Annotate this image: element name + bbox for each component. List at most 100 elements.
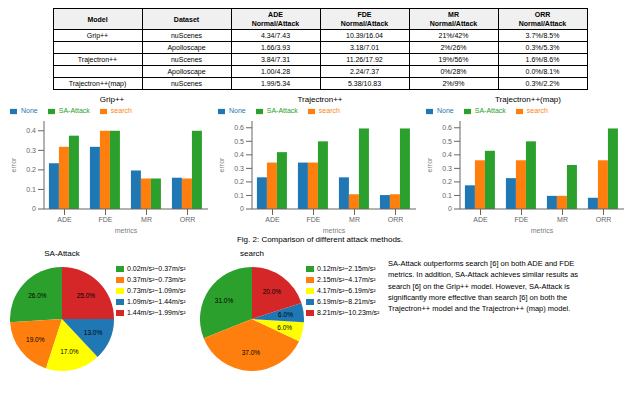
html-text:Apolloscape: Apolloscape: [167, 68, 206, 75]
svg-text:error: error: [426, 157, 433, 172]
html-text:None: None: [229, 107, 246, 114]
html-text:0.3%/2.2%: 0.3%/2.2%: [525, 80, 560, 87]
svg-text:31.0%: 31.0%: [215, 297, 234, 304]
html-text:19%/56%: 19%/56%: [438, 56, 469, 63]
html-text:Trajectron++(map): Trajectron++(map): [68, 80, 127, 87]
html-text:None: None: [437, 107, 454, 114]
svg-text:0.2: 0.2: [234, 178, 244, 185]
svg-text:25.0%: 25.0%: [77, 292, 96, 299]
svg-text:MR: MR: [557, 216, 568, 223]
html-text:4.34/7.43: 4.34/7.43: [260, 32, 291, 39]
html-text:nuScenes: nuScenes: [170, 56, 203, 63]
svg-text:error: error: [218, 157, 225, 172]
html-text:1.00/4.28: 1.00/4.28: [260, 68, 291, 75]
html-text:metrics. In addition, SA-Attac: metrics. In addition, SA-Attack achieves…: [388, 270, 579, 280]
svg-text:ORR: ORR: [388, 216, 404, 223]
svg-text:0.4: 0.4: [442, 151, 452, 158]
html-text:ORR Normal/Attack: ORR Normal/Attack: [518, 11, 567, 27]
html-text:Model: Model: [87, 15, 108, 23]
svg-text:FDE: FDE: [515, 216, 529, 223]
html-text:3.18/7.01: 3.18/7.01: [349, 44, 380, 51]
svg-text:0: 0: [32, 205, 36, 212]
svg-text:0.3: 0.3: [26, 147, 36, 154]
svg-text:0.2: 0.2: [26, 166, 36, 173]
svg-text:0.4: 0.4: [26, 127, 36, 134]
html-text:search: search: [240, 249, 264, 258]
html-text:11.26/17.92: 11.26/17.92: [346, 56, 383, 63]
svg-text:error: error: [10, 157, 17, 172]
svg-text:MR: MR: [141, 216, 152, 223]
html-text:FDE Normal/Attack: FDE Normal/Attack: [340, 11, 389, 27]
html-text:search: search: [318, 107, 340, 114]
svg-text:6.0%: 6.0%: [277, 324, 292, 331]
svg-text:17.0%: 17.0%: [60, 348, 79, 355]
html-text:Trajectron++ model and the Tra: Trajectron++ model and the Trajectron++ …: [388, 304, 571, 313]
svg-text:20.0%: 20.0%: [263, 288, 282, 295]
html-text:Trajectron++: Trajectron++: [297, 95, 343, 104]
svg-text:26.0%: 26.0%: [28, 292, 47, 299]
html-text:Fig. 2: Comparison of differen: Fig. 2: Comparison of different attack m…: [236, 235, 404, 244]
html-text:2%/26%: 2%/26%: [440, 44, 467, 51]
svg-text:6.0%: 6.0%: [278, 311, 293, 318]
svg-text:0: 0: [448, 205, 452, 212]
svg-text:0.1: 0.1: [442, 192, 452, 199]
html-text:1.99/5.34: 1.99/5.34: [260, 80, 291, 87]
html-text:SA-Attack: SA-Attack: [266, 107, 298, 114]
html-text:2%/9%: 2%/9%: [442, 80, 465, 87]
html-text:Trajectron++: Trajectron++: [77, 56, 118, 63]
html-text:1.66/3.93: 1.66/3.93: [260, 44, 291, 51]
svg-text:ORR: ORR: [596, 216, 612, 223]
html-text:1.6%/8.6%: 1.6%/8.6%: [525, 56, 560, 63]
html-text:0.3%/5.3%: 0.3%/5.3%: [525, 44, 560, 51]
html-text:21%/42%: 21%/42%: [438, 32, 469, 39]
html-text:search [6] on the Grip++ model: search [6] on the Grip++ model. However,…: [388, 281, 570, 291]
html-text:MR Normal/Attack: MR Normal/Attack: [429, 11, 478, 27]
svg-text:0.5: 0.5: [442, 138, 452, 145]
svg-text:ADE: ADE: [57, 216, 72, 223]
html-text:Dataset: Dataset: [173, 15, 200, 23]
svg-text:0.6: 0.6: [442, 124, 452, 131]
html-text:Apolloscape: Apolloscape: [167, 44, 206, 51]
html-text:ADE Normal/Attack: ADE Normal/Attack: [251, 11, 300, 27]
html-text:Grip++: Grip++: [99, 95, 125, 104]
html-text:3.7%/8.5%: 3.7%/8.5%: [525, 32, 560, 39]
html-text:3.84/7.31: 3.84/7.31: [260, 56, 291, 63]
html-text:None: None: [21, 107, 38, 114]
svg-text:ADE: ADE: [265, 216, 280, 223]
html-text:nuScenes: nuScenes: [170, 32, 203, 39]
svg-text:0.3: 0.3: [442, 165, 452, 172]
html-text:SA-Attack: SA-Attack: [474, 107, 506, 114]
html-text:0%/28%: 0%/28%: [440, 68, 467, 75]
svg-text:FDE: FDE: [99, 216, 113, 223]
html-text:2.24/7.37: 2.24/7.37: [349, 68, 380, 75]
html-text:10.39/16.04: 10.39/16.04: [346, 32, 383, 39]
html-text:search: search: [110, 107, 132, 114]
html-text:nuScenes: nuScenes: [170, 80, 203, 87]
html-text:significantly more effective t: significantly more effective than search…: [388, 292, 568, 302]
svg-text:metrics: metrics: [531, 227, 554, 233]
svg-text:metrics: metrics: [115, 227, 138, 233]
svg-text:0.4: 0.4: [234, 151, 244, 158]
html-text:SA-Attack outperforms search [: SA-Attack outperforms search [6] on both…: [388, 259, 575, 268]
svg-text:ORR: ORR: [180, 216, 196, 223]
svg-text:ADE: ADE: [473, 216, 488, 223]
svg-text:19.0%: 19.0%: [26, 336, 45, 343]
svg-text:37.0%: 37.0%: [242, 349, 261, 356]
svg-text:13.0%: 13.0%: [84, 329, 103, 336]
html-text:SA-Attack: SA-Attack: [44, 249, 80, 258]
html-text:Grip++: Grip++: [86, 32, 109, 39]
svg-text:0.1: 0.1: [26, 186, 36, 193]
svg-text:0.6: 0.6: [234, 124, 244, 131]
html-text:0.0%/8.1%: 0.0%/8.1%: [525, 68, 560, 75]
svg-text:MR: MR: [349, 216, 360, 223]
svg-text:metrics: metrics: [323, 227, 346, 233]
svg-text:0.2: 0.2: [442, 178, 452, 185]
html-text:Trajectron++(map): Trajectron++(map): [495, 95, 561, 104]
svg-text:0.3: 0.3: [234, 165, 244, 172]
svg-text:FDE: FDE: [307, 216, 321, 223]
html-text:SA-Attack: SA-Attack: [58, 107, 90, 114]
html-text:5.38/10.83: 5.38/10.83: [348, 80, 381, 87]
svg-text:0: 0: [240, 205, 244, 212]
svg-text:0.1: 0.1: [234, 192, 244, 199]
svg-text:0.5: 0.5: [234, 138, 244, 145]
